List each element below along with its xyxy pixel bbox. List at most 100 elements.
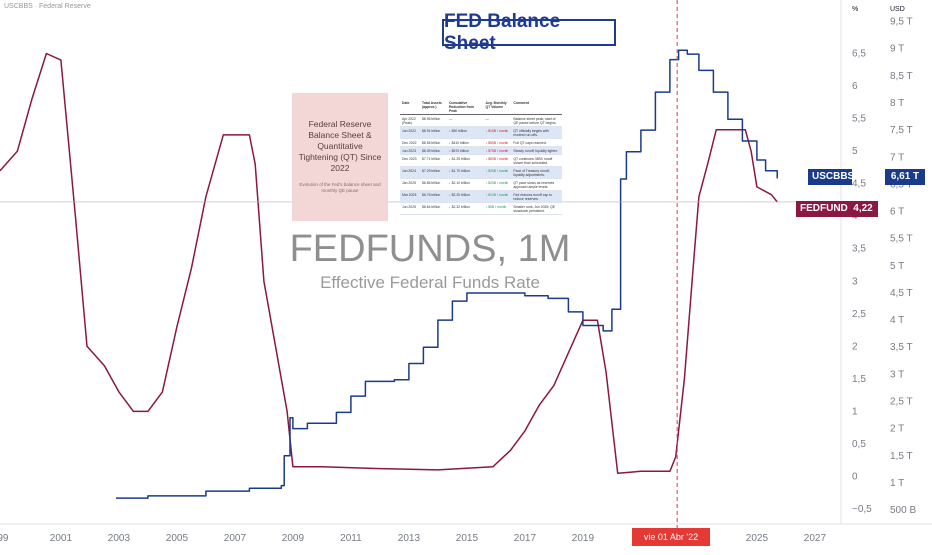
- table-cell: ↓ $2.32 trillion: [446, 202, 484, 215]
- usd-tick-label: 7 T: [890, 152, 904, 163]
- table-cell: $6.64 trillion: [420, 202, 447, 215]
- table-header-volume: Avg. Monthly QT Volume: [483, 100, 512, 115]
- x-tick-label: 2003: [108, 533, 131, 544]
- table-cell: ↓ $2.10 trillion: [446, 178, 484, 191]
- table-cell: Fed reduces runoff cap to reduce reserve…: [511, 190, 562, 203]
- series-layer: [0, 49, 778, 499]
- percent-tick-label: 3,5: [852, 244, 866, 255]
- qt-summary-table: Date Total Assets (approx.) Cumulative R…: [400, 100, 562, 215]
- table-row: Jun 2024 $7.29 trillion ↓ $1.70 trillion ↓ …: [400, 166, 562, 179]
- table-cell: Apr 2022 (Peak): [400, 114, 420, 127]
- table-cell: —: [483, 114, 512, 127]
- fedfunds-series-label[interactable]: FEDFUNDS: [796, 201, 854, 217]
- percent-tick-label: 3: [852, 276, 858, 287]
- x-tick-label: 2027: [804, 533, 827, 544]
- table-row: Jan 2025 $6.85 trillion ↓ $2.10 trillion ↓ …: [400, 178, 562, 191]
- table-cell: ↓ $10B / month: [483, 190, 512, 203]
- uscbbs-series-line: [116, 49, 778, 499]
- x-tick-label: 2001: [50, 533, 73, 544]
- percent-tick-label: 6,5: [852, 49, 866, 60]
- watermark-symbol: FEDFUNDS, 1M: [289, 228, 571, 270]
- table-cell: ↓ $75B / month: [483, 146, 512, 155]
- table-row: Dec 2022 $8.55 trillion ↓ $410 billion ↓ $5…: [400, 138, 562, 147]
- table-header-comment: Comment: [511, 100, 562, 115]
- usd-tick-label: 8,5 T: [890, 71, 913, 82]
- x-tick-label: 2007: [224, 533, 247, 544]
- table-cell: Jun 2022: [400, 126, 420, 139]
- usd-tick-label: 3,5 T: [890, 342, 913, 353]
- fedfunds-last-value: 4,22: [848, 201, 878, 217]
- table-cell: ↓ $570 billion: [446, 146, 484, 155]
- table-row: Jun 2022 $8.91 trillion ↓ $50 billion ↓ $15…: [400, 126, 562, 139]
- table-cell: ↓ $1.70 trillion: [446, 166, 484, 179]
- table-cell: $6.76 trillion: [420, 190, 447, 203]
- info-card: Federal Reserve Balance Sheet & Quantita…: [292, 93, 388, 221]
- table-cell: Pace of Treasury runoff; liquidity adjus…: [511, 166, 562, 179]
- table-cell: ↓ $5B / month: [483, 202, 512, 215]
- table-cell: Smaller runs; Jun 2025; QE slowdown pers…: [511, 202, 562, 215]
- table-cell: ↓ $2.20 trillion: [446, 190, 484, 203]
- x-tick-label: 99: [0, 533, 9, 544]
- percent-tick-label: 5: [852, 146, 858, 157]
- usd-axis-unit: USD: [890, 6, 905, 13]
- usd-tick-label: 1 T: [890, 478, 904, 489]
- percent-axis[interactable]: %6,565,554,543,532,521,510,50−0,5: [852, 6, 872, 515]
- crosshair-date-label: vie 01 Abr '22: [632, 528, 710, 546]
- table-cell: ↓ $410 billion: [446, 138, 484, 147]
- table-cell: Jun 2025: [400, 202, 420, 215]
- x-tick-label: 2015: [456, 533, 479, 544]
- percent-tick-label: 2,5: [852, 309, 866, 320]
- table-cell: Balance sheet peak; start of QE pause be…: [511, 114, 562, 127]
- table-cell: Mar 2025: [400, 190, 420, 203]
- usd-tick-label: 2 T: [890, 424, 904, 435]
- table-cell: Jun 2024: [400, 166, 420, 179]
- x-tick-label: 2013: [398, 533, 421, 544]
- percent-axis-unit: %: [852, 6, 858, 13]
- ticker-legend[interactable]: USCBBS · Federal Reserve: [4, 3, 91, 10]
- percent-tick-label: 0,5: [852, 439, 866, 450]
- chart-title: FED Balance Sheet: [442, 11, 616, 54]
- table-cell: Jan 2025: [400, 178, 420, 191]
- usd-tick-label: 500 B: [890, 505, 916, 516]
- table-cell: $6.85 trillion: [420, 178, 447, 191]
- table-header-reduction: Cumulative Reduction from Peak: [446, 100, 484, 115]
- x-tick-label: 2025: [746, 533, 769, 544]
- uscbbs-last-value: 6,61 T: [885, 169, 925, 185]
- usd-tick-label: 2,5 T: [890, 397, 913, 408]
- usd-tick-label: 9,5 T: [890, 17, 913, 28]
- table-cell: Steady runoff; liquidity tighter.: [511, 146, 562, 155]
- usd-tick-label: 8 T: [890, 98, 904, 109]
- table-cell: ↓ $1.25 trillion: [446, 154, 484, 167]
- table-row: Apr 2022 (Peak) $8.96 trillion — — Balance s…: [400, 114, 562, 127]
- usd-tick-label: 4,5 T: [890, 288, 913, 299]
- percent-tick-label: 1: [852, 406, 858, 417]
- table-cell: ↓ $25B / month: [483, 166, 512, 179]
- table-cell: ↓ $55B / month: [483, 138, 512, 147]
- x-tick-label: 2011: [340, 533, 362, 544]
- table-header-date: Date: [400, 100, 420, 115]
- usd-tick-label: 6 T: [890, 207, 904, 218]
- table-row: Jun 2023 $8.39 trillion ↓ $570 billion ↓ $7…: [400, 146, 562, 155]
- table-cell: —: [446, 114, 484, 127]
- usd-tick-label: 9 T: [890, 44, 904, 55]
- usd-tick-label: 3 T: [890, 369, 904, 380]
- percent-tick-label: −0,5: [852, 504, 872, 515]
- table-cell: QT officially begins with modest run-off…: [511, 126, 562, 139]
- usd-tick-label: 7,5 T: [890, 125, 913, 136]
- table-cell: Dec 2022: [400, 138, 420, 147]
- usd-tick-label: 1,5 T: [890, 451, 913, 462]
- table-body: Apr 2022 (Peak) $8.96 trillion — — Balance s…: [400, 114, 562, 215]
- table-cell: $7.29 trillion: [420, 166, 447, 179]
- percent-tick-label: 0: [852, 471, 858, 482]
- usd-tick-label: 4 T: [890, 315, 904, 326]
- table-cell: Full QT caps reached.: [511, 138, 562, 147]
- table-cell: $8.55 trillion: [420, 138, 447, 147]
- info-card-sub-text: Evolution of the Fed's balance sheet and…: [299, 182, 381, 193]
- table-row: Mar 2025 $6.76 trillion ↓ $2.20 trillion ↓ …: [400, 190, 562, 203]
- table-cell: ↓ $25B / month: [483, 178, 512, 191]
- percent-tick-label: 5,5: [852, 114, 866, 125]
- uscbbs-series-label[interactable]: USCBBS: [808, 169, 854, 185]
- table-cell: QT continues; MBS runoff slower than sch…: [511, 154, 562, 167]
